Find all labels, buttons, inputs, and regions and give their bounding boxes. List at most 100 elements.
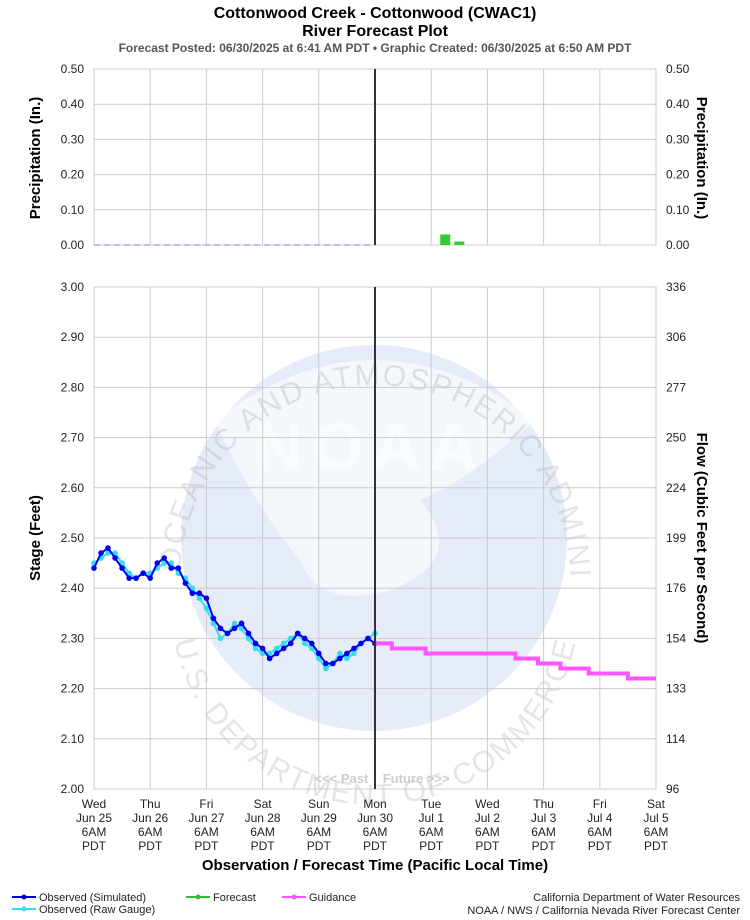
precip-tick-right: 0.10: [666, 203, 690, 217]
observed-simulated-point: [182, 580, 189, 586]
observed-simulated-point: [358, 640, 364, 647]
flow-tick-right: 114: [666, 732, 685, 746]
precip-tick-right: 0.40: [666, 97, 690, 111]
observed-simulated-point: [196, 590, 203, 597]
legend-label-observed-simulated: Observed (Simulated): [39, 892, 146, 904]
x-tick-label: Sun Jun 29 6AM PDT: [301, 797, 337, 853]
observed-raw-point: [252, 645, 259, 652]
legend-observed-raw: Observed (Raw Gauge): [12, 904, 155, 916]
observed-simulated-point: [287, 640, 294, 647]
observed-simulated-point: [154, 560, 161, 566]
observed-simulated-point: [337, 655, 343, 662]
observed-simulated-point: [245, 630, 252, 637]
observed-simulated-point: [210, 615, 217, 622]
observed-simulated-point: [266, 655, 273, 662]
x-tick-label: Mon Jun 30 6AM PDT: [357, 797, 393, 853]
x-tick-label: Thu Jun 26 6AM PDT: [132, 797, 168, 853]
stage-tick-left: 2.70: [61, 431, 85, 445]
observed-raw-point: [273, 645, 280, 652]
precip-tick-left: 0.20: [61, 168, 85, 182]
chart-title: Cottonwood Creek - Cottonwood (CWAC1): [214, 5, 537, 22]
stage-series: [91, 287, 656, 789]
precip-tick-left: 0.50: [61, 62, 85, 76]
flow-tick-right: 336: [666, 280, 686, 294]
observed-simulated-point: [105, 545, 111, 551]
observed-raw-point: [196, 595, 203, 602]
precip-forecast-bar: [440, 234, 451, 245]
precip-tick-right: 0.20: [666, 168, 690, 182]
observed-simulated-point: [168, 565, 175, 571]
observed-simulated-point: [252, 640, 259, 647]
guidance-line: [375, 641, 656, 681]
precip-forecast-bar: [454, 241, 465, 245]
precip-tick-left: 0.10: [61, 203, 85, 217]
observed-simulated-point: [344, 650, 350, 657]
flow-tick-right: 199: [666, 531, 686, 545]
observed-simulated-point: [224, 630, 231, 637]
flow-tick-right: 250: [666, 431, 686, 445]
observed-simulated-point: [301, 635, 308, 642]
observed-simulated-point: [238, 620, 245, 627]
observed-raw-point: [323, 665, 329, 672]
observed-simulated-point: [119, 565, 125, 571]
observed-simulated-point: [308, 640, 315, 647]
observed-simulated-point: [98, 550, 104, 556]
observed-raw-point: [203, 605, 210, 612]
observed-simulated-point: [140, 570, 146, 576]
observed-simulated-point: [147, 575, 153, 581]
x-tick-label: Fri Jun 27 6AM PDT: [188, 797, 224, 853]
stage-tick-left: 2.30: [61, 631, 85, 645]
legend-guidance: Guidance: [282, 892, 356, 904]
observed-raw-point: [351, 650, 357, 657]
credit-cnrfc: NOAA / NWS / California Nevada River For…: [467, 905, 740, 917]
observed-simulated-point: [203, 595, 210, 602]
observed-simulated-point: [175, 565, 182, 571]
stage-tick-left: 2.40: [61, 581, 85, 595]
observed-simulated-point: [189, 590, 196, 597]
x-tick-label: Wed Jul 2 6AM PDT: [475, 797, 501, 853]
precip-bars: [94, 69, 465, 246]
flow-tick-right: 133: [666, 682, 686, 696]
stage-tick-left: 3.00: [61, 280, 85, 294]
stage-tick-left: 2.10: [61, 732, 85, 746]
stage-tick-left: 2.90: [61, 330, 85, 344]
observed-raw-point: [280, 640, 287, 647]
precip-left-axis-label: Precipitation (In.): [27, 97, 44, 220]
precip-tick-labels: 0.00 0.00 0.10 0.10 0.20 0.20 0.30 0.30 0.40 0.40…: [61, 62, 690, 252]
stage-tick-left: 2.60: [61, 481, 85, 495]
precip-tick-right: 0.50: [666, 62, 690, 76]
chart-subtitle: River Forecast Plot: [302, 23, 449, 40]
x-axis-label: Observation / Forecast Time (Pacific Loc…: [202, 857, 548, 874]
precip-tick-left: 0.30: [61, 132, 85, 146]
x-tick-label: Thu Jul 3 6AM PDT: [531, 797, 557, 853]
credit-dwr: California Department of Water Resources: [533, 892, 740, 904]
stage-tick-left: 2.50: [61, 531, 85, 545]
legend: Observed (Simulated) Observed (Raw Gauge…: [12, 892, 356, 916]
observed-raw-point: [217, 635, 224, 642]
precip-right-axis-label: Precipitation (In.): [693, 97, 710, 220]
observed-simulated-point: [273, 650, 280, 657]
observed-raw-point: [231, 620, 238, 627]
observed-simulated-point: [217, 625, 224, 632]
flow-tick-right: 306: [666, 330, 686, 344]
flow-right-axis-label: Flow (Cubic Feet per Second): [693, 433, 710, 644]
flow-tick-right: 176: [666, 581, 686, 595]
observed-simulated-point: [316, 650, 322, 657]
watermark-logo-text: NOAA: [254, 409, 486, 485]
observed-simulated-point: [112, 555, 118, 561]
posted-info: Forecast Posted: 06/30/2025 at 6:41 AM P…: [119, 41, 633, 55]
x-tick-label: Fri Jul 4 6AM PDT: [587, 797, 613, 853]
x-tick-label: Sat Jul 5 6AM PDT: [643, 797, 669, 853]
flow-tick-right: 277: [666, 380, 686, 394]
past-future-label: <<< Past Future >>>: [314, 771, 450, 786]
observed-simulated-point: [365, 635, 371, 642]
observed-simulated-point: [294, 630, 301, 637]
observed-raw-point: [344, 655, 350, 662]
x-tick-label: Tue Jul 1 6AM PDT: [419, 797, 445, 853]
x-tick-label: Wed Jun 25 6AM PDT: [76, 797, 112, 853]
observed-simulated-point: [259, 645, 266, 652]
stage-tick-left: 2.00: [61, 782, 85, 796]
observed-simulated-point: [351, 645, 357, 652]
x-tick-labels: Wed Jun 25 6AM PDT Thu Jun 26 6AM PDT Fri Jun 27 6…: [76, 797, 669, 853]
